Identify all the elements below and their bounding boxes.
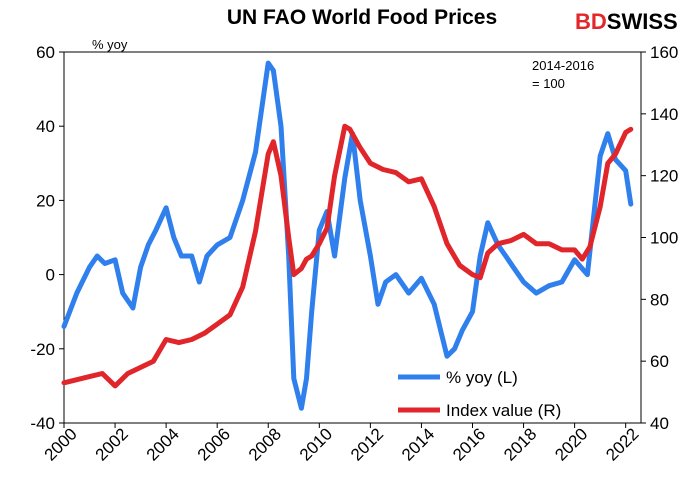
x-tick-label: 2010: [296, 424, 336, 464]
x-tick-label: 2004: [143, 424, 183, 464]
right-tick-label: 60: [650, 352, 669, 371]
x-tick-label: 2006: [194, 424, 234, 464]
left-tick-label: -40: [30, 414, 55, 433]
right-tick-label: 100: [650, 229, 678, 248]
x-tick-label: 2016: [449, 424, 489, 464]
x-tick-label: 2020: [551, 424, 591, 464]
x-tick-label: 2002: [92, 424, 132, 464]
right-axis-label-line1: 2014-2016: [532, 58, 594, 73]
x-axis-ticks: 2000 2002 2004 2006 2008 2010 2012 2014 2016 2018…: [41, 423, 643, 465]
series-layer: [61, 60, 634, 411]
brand-prefix: BD: [575, 9, 607, 34]
left-tick-label: 0: [46, 266, 55, 285]
legend-label-yoy: % yoy (L): [446, 368, 518, 387]
x-tick-label: 2014: [398, 424, 438, 464]
series-line-yoy: [61, 60, 634, 411]
left-tick-label: 60: [36, 43, 55, 62]
legend: % yoy (L) Index value (R): [398, 368, 561, 420]
right-axis-ticks: 160 140 120 100 80 60 40: [641, 43, 678, 433]
right-tick-label: 80: [650, 290, 669, 309]
x-tick-label: 2008: [245, 424, 285, 464]
left-axis-label: % yoy: [92, 37, 128, 52]
left-tick-label: -20: [30, 340, 55, 359]
left-tick-label: 20: [36, 191, 55, 210]
right-tick-label: 120: [650, 167, 678, 186]
left-tick-label: 40: [36, 117, 55, 136]
svg-text:BDSWISS: BDSWISS: [575, 9, 678, 34]
right-tick-label: 160: [650, 43, 678, 62]
x-tick-label: 2012: [347, 424, 387, 464]
right-axis-label-line2: = 100: [532, 76, 565, 91]
right-tick-label: 40: [650, 414, 669, 433]
brand-logo: BDSWISS: [575, 9, 678, 34]
brand-suffix: SWISS: [607, 9, 678, 34]
right-tick-label: 140: [650, 105, 678, 124]
left-axis-ticks: 60 40 20 0 -20 -40: [30, 43, 64, 433]
legend-label-index: Index value (R): [446, 401, 561, 420]
chart-title: UN FAO World Food Prices: [227, 6, 497, 29]
x-tick-label: 2022: [602, 424, 642, 464]
x-tick-label: 2018: [500, 424, 540, 464]
series-line-index: [61, 123, 634, 389]
